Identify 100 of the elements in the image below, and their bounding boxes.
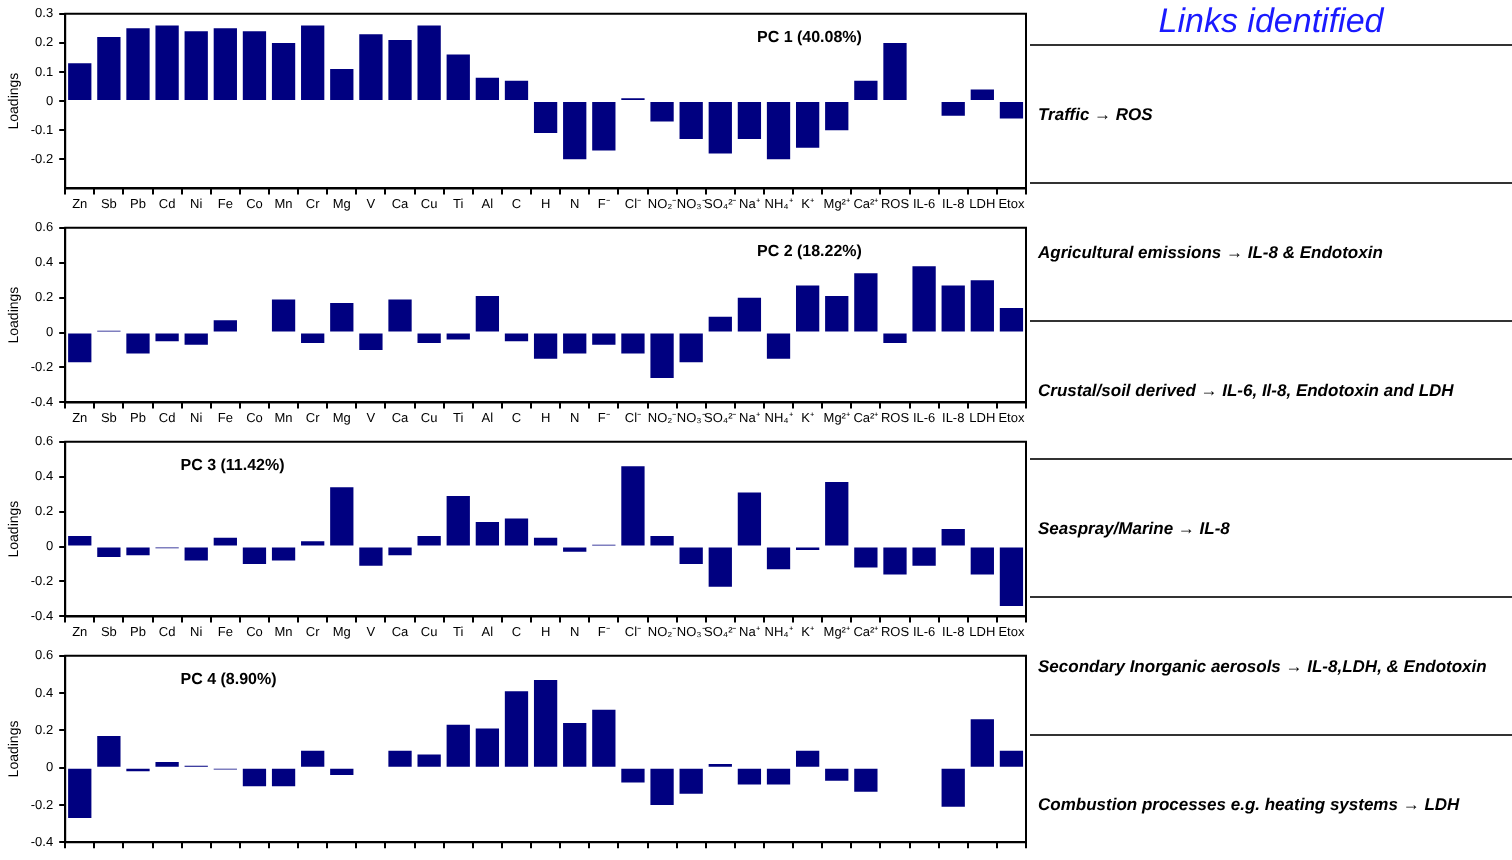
bar (155, 333, 179, 342)
bar (592, 709, 616, 767)
bar (446, 495, 470, 546)
bar (271, 299, 296, 332)
bar (621, 466, 645, 546)
bar (388, 750, 412, 767)
bar (301, 750, 325, 767)
bar (271, 768, 296, 787)
bar (912, 266, 936, 332)
bar (359, 547, 383, 566)
bar (737, 768, 762, 785)
bar (97, 547, 121, 558)
bar (766, 333, 791, 359)
bar (563, 722, 587, 767)
bar (533, 537, 558, 546)
bar (970, 719, 994, 767)
bar (271, 42, 296, 101)
bar (388, 39, 412, 101)
bar (708, 102, 732, 154)
bar (446, 333, 470, 340)
bar (330, 487, 354, 546)
bar (650, 102, 674, 122)
bar (126, 28, 150, 101)
bar (621, 333, 645, 354)
bar (650, 333, 674, 378)
bar (126, 333, 150, 354)
bar (941, 768, 965, 807)
bar (388, 547, 412, 556)
bar (883, 333, 907, 344)
bar (941, 285, 965, 332)
bar (68, 63, 92, 101)
bar (679, 547, 703, 565)
bar (533, 333, 558, 359)
annotation: PC 1 (40.08%) (756, 28, 863, 47)
bar (679, 333, 703, 363)
bar (970, 280, 994, 332)
bar (883, 547, 907, 575)
bar (533, 102, 558, 134)
bar (213, 537, 237, 546)
bar (213, 320, 237, 332)
bar (242, 768, 267, 787)
bar (999, 750, 1024, 767)
bar (213, 28, 237, 101)
bar (475, 295, 500, 332)
bar (941, 102, 965, 116)
bar (533, 680, 558, 767)
bar (417, 754, 441, 767)
bar (68, 768, 92, 818)
bar (242, 547, 267, 565)
bar (999, 102, 1024, 119)
text: Agricultural emissions → IL-8 & Endotoxin (1030, 182, 1512, 320)
bar (912, 547, 936, 566)
bar (999, 547, 1024, 606)
text: Secondary Inorganic aerosols → IL-8,LDH, & Endotoxin (1030, 596, 1512, 734)
bar (359, 333, 383, 351)
bar (330, 69, 354, 101)
annotation: PC 4 (8.90%) (180, 670, 278, 689)
bar (475, 77, 500, 101)
bar (854, 273, 878, 332)
bar (184, 333, 208, 345)
bar (330, 302, 354, 332)
bar (271, 547, 296, 561)
bar (563, 333, 587, 354)
annotation: PC 3 (11.42%) (180, 456, 286, 475)
bar (417, 25, 441, 101)
bar (504, 80, 529, 101)
bar (854, 547, 878, 568)
bar (446, 54, 470, 101)
bar (825, 481, 849, 546)
bar (592, 102, 616, 151)
bar (708, 316, 732, 332)
bar (999, 308, 1024, 332)
bar (592, 333, 616, 345)
bar (650, 768, 674, 805)
text: Combustion processes e.g. heating systems → LDH (1030, 734, 1512, 860)
bar (563, 102, 587, 160)
bar (184, 31, 208, 101)
bar (504, 691, 529, 767)
bar (184, 547, 208, 561)
bar (388, 299, 412, 332)
text: Crustal/soil derived → IL-6, Il-8, Endotoxin and LDH (1030, 320, 1512, 458)
bar (766, 768, 791, 785)
bar (737, 297, 762, 332)
bar (242, 31, 267, 101)
bar (854, 768, 878, 792)
text: Links identified (1156, 0, 1387, 44)
bar (621, 768, 645, 783)
text: Traffic → ROS (1030, 44, 1512, 182)
annotation: PC 2 (18.22%) (756, 242, 863, 261)
bar (766, 547, 791, 570)
bar (737, 102, 762, 139)
bar (970, 89, 994, 101)
bar (155, 25, 179, 101)
bar (330, 768, 354, 776)
bar (825, 295, 849, 332)
bar (126, 547, 150, 556)
text: Seaspray/Marine → IL-8 (1030, 458, 1512, 596)
bar (679, 768, 703, 794)
bar (650, 536, 674, 546)
bar (854, 80, 878, 101)
